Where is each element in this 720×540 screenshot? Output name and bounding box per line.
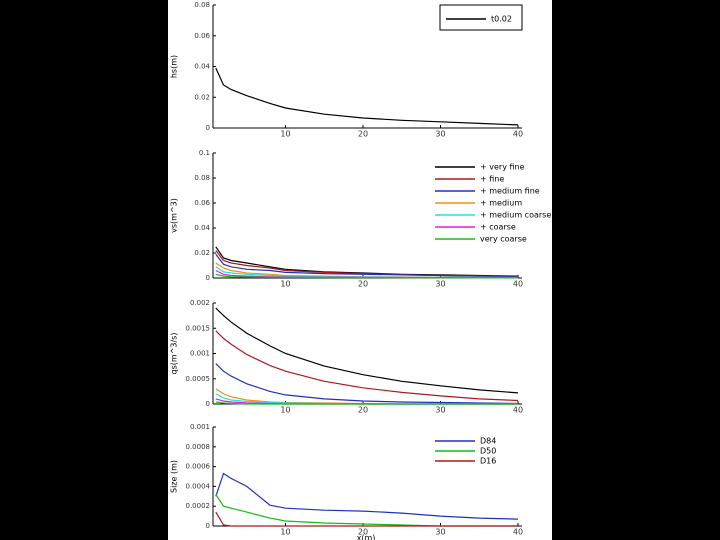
- x-axis-label: x(m): [357, 534, 376, 540]
- y-tick-label: 0.1: [199, 149, 210, 157]
- y-tick-label: 0.08: [194, 174, 210, 182]
- y-tick-label: 0.001: [190, 350, 210, 358]
- y-tick-label: 0.02: [194, 249, 210, 257]
- legend-label: + medium: [480, 199, 522, 208]
- x-tick-label: 10: [280, 280, 290, 289]
- y-tick-label: 0.0002: [186, 502, 211, 510]
- x-tick-label: 40: [513, 528, 523, 537]
- x-tick-label: 20: [358, 406, 368, 415]
- y-tick-label: 0.06: [194, 32, 210, 40]
- y-tick-label: 0: [206, 274, 210, 282]
- y-tick-label: 0.0006: [186, 463, 211, 471]
- legend-label: t0.02: [491, 15, 512, 24]
- y-tick-label: 0.08: [194, 1, 210, 9]
- series-line: [215, 401, 518, 405]
- x-tick-label: 20: [358, 280, 368, 289]
- x-tick-label: 40: [513, 406, 523, 415]
- series-line: [215, 511, 518, 527]
- legend-label: D16: [480, 457, 496, 466]
- series-line: [215, 67, 519, 126]
- x-tick-label: 40: [513, 280, 523, 289]
- y-tick-label: 0.0015: [186, 324, 211, 332]
- x-tick-label: 10: [280, 406, 290, 415]
- y-tick-label: 0.001: [190, 423, 210, 431]
- x-tick-label: 10: [280, 528, 290, 537]
- y-tick-label: 0: [206, 400, 210, 408]
- y-tick-label: 0.06: [194, 199, 210, 207]
- y-tick-label: 0.0008: [186, 443, 211, 451]
- legend-label: + medium coarse: [480, 211, 551, 220]
- legend-label: D50: [480, 447, 496, 456]
- legend-label: very coarse: [480, 235, 527, 244]
- legend-box: [439, 4, 523, 31]
- x-tick-label: 10: [280, 130, 290, 139]
- series-line: [215, 273, 518, 279]
- y-tick-label: 0.0005: [186, 375, 211, 383]
- series-line: [215, 472, 519, 520]
- series-line: [215, 253, 519, 278]
- y-axis-label: hs(m): [170, 55, 179, 78]
- y-axis-label: qs(m^3/s): [170, 333, 179, 375]
- y-axis-label: vs(m^3): [170, 198, 179, 233]
- y-tick-label: 0.002: [190, 299, 210, 307]
- series-line: [215, 330, 519, 402]
- x-tick-label: 30: [435, 406, 445, 415]
- legend-label: + coarse: [480, 223, 516, 232]
- x-tick-label: 30: [435, 528, 445, 537]
- y-tick-label: 0: [206, 522, 210, 530]
- legend-label: + medium fine: [480, 187, 540, 196]
- legend-label: + very fine: [480, 163, 525, 172]
- x-tick-label: 20: [358, 528, 368, 537]
- x-tick-label: 30: [435, 280, 445, 289]
- y-tick-label: 0.0004: [186, 482, 211, 490]
- x-tick-label: 40: [513, 130, 523, 139]
- x-tick-label: 30: [435, 130, 445, 139]
- legend-label: D84: [480, 437, 496, 446]
- y-tick-label: 0.04: [194, 63, 210, 71]
- legend-label: + fine: [480, 175, 504, 184]
- series-line: [215, 307, 519, 394]
- y-tick-label: 0.04: [194, 224, 210, 232]
- y-tick-label: 0: [206, 124, 210, 132]
- x-tick-label: 20: [358, 130, 368, 139]
- y-tick-label: 0.02: [194, 93, 210, 101]
- series-line: [215, 363, 519, 405]
- y-axis-label: Size (m): [170, 460, 179, 493]
